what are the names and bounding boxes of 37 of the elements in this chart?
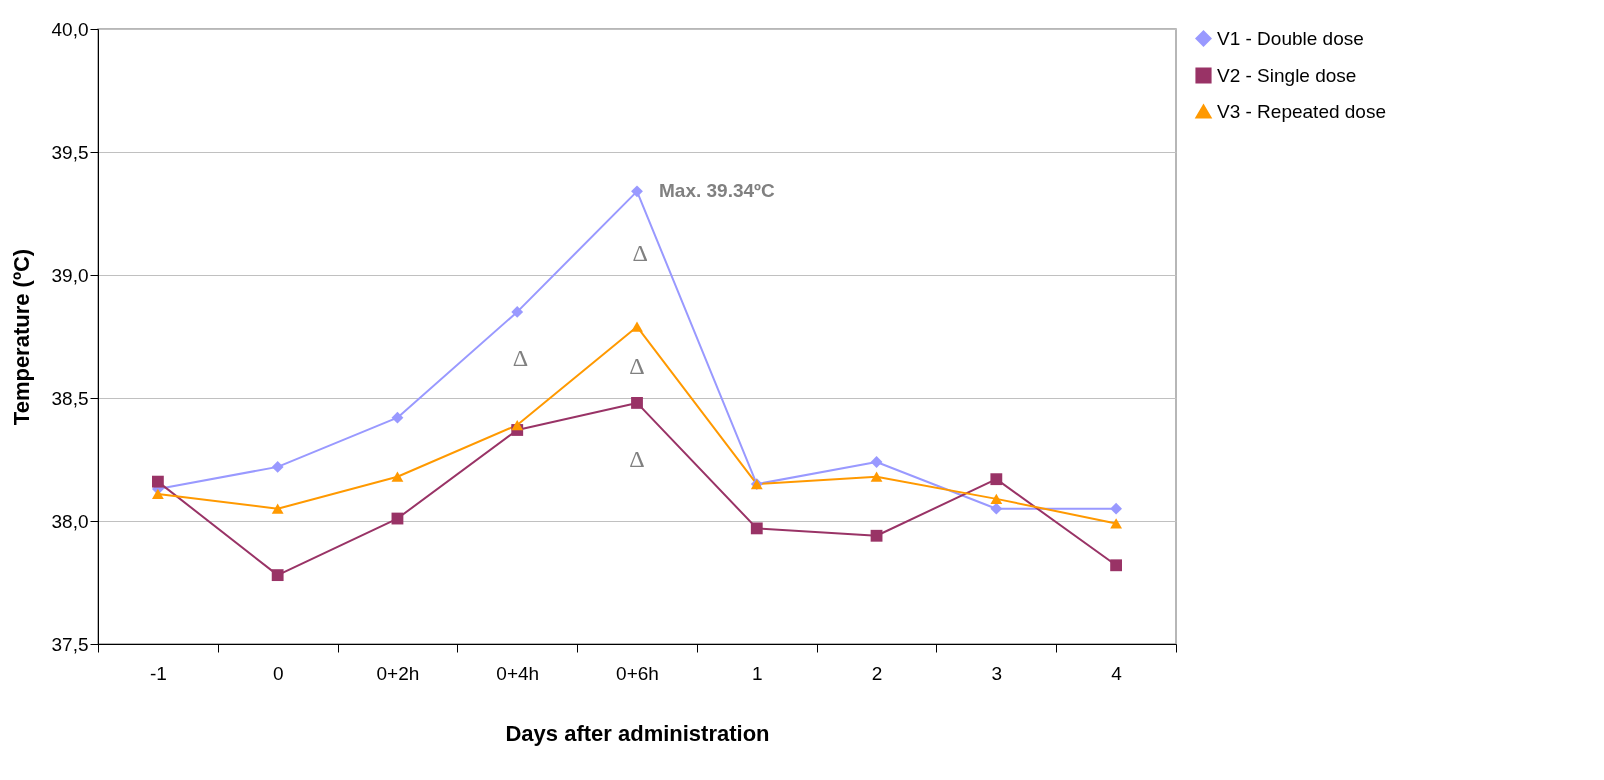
annotation: Max. 39.34ºC bbox=[659, 180, 775, 202]
y-tick-label: 39,5 bbox=[51, 141, 89, 163]
x-tick-label: 0 bbox=[272, 662, 284, 684]
point bbox=[511, 305, 524, 318]
y-tick-label: 39,0 bbox=[51, 264, 89, 286]
x-tick-label: 4 bbox=[1111, 662, 1123, 684]
point bbox=[870, 529, 883, 542]
point bbox=[151, 475, 164, 488]
point bbox=[1110, 502, 1123, 515]
point bbox=[1110, 559, 1123, 572]
point bbox=[151, 488, 164, 500]
point bbox=[271, 569, 284, 582]
annotation: Δ bbox=[632, 240, 648, 267]
x-tick-label: 2 bbox=[871, 662, 883, 684]
x-tick-label: -1 bbox=[149, 662, 167, 684]
point bbox=[271, 460, 284, 473]
x-tick-label: 0+6h bbox=[616, 662, 659, 684]
legend-label: V1 - Double dose bbox=[1217, 27, 1364, 49]
point bbox=[990, 473, 1003, 486]
annotation: Δ bbox=[512, 344, 529, 371]
y-tick-label: 37,5 bbox=[51, 633, 89, 655]
point bbox=[750, 522, 763, 535]
legend-label: V3 - Repeated dose bbox=[1217, 100, 1387, 122]
x-tick-label: 0+4h bbox=[496, 662, 540, 684]
y-tick-label: 38,0 bbox=[51, 510, 89, 532]
x-axis-title: Days after administration bbox=[505, 720, 770, 746]
legend-label: V2 - Single dose bbox=[1217, 64, 1357, 86]
x-tick-label: 0+2h bbox=[376, 662, 420, 684]
x-tick-label: 3 bbox=[991, 662, 1003, 684]
y-axis-title: Temperature (ºC) bbox=[8, 248, 34, 426]
point bbox=[1110, 518, 1123, 529]
x-tick-label: 1 bbox=[751, 662, 763, 684]
point bbox=[511, 419, 524, 431]
annotation: Δ bbox=[629, 445, 645, 472]
annotation: Δ bbox=[629, 352, 645, 379]
y-tick-label: 40,0 bbox=[51, 18, 89, 40]
y-tick-label: 38,5 bbox=[51, 387, 89, 409]
